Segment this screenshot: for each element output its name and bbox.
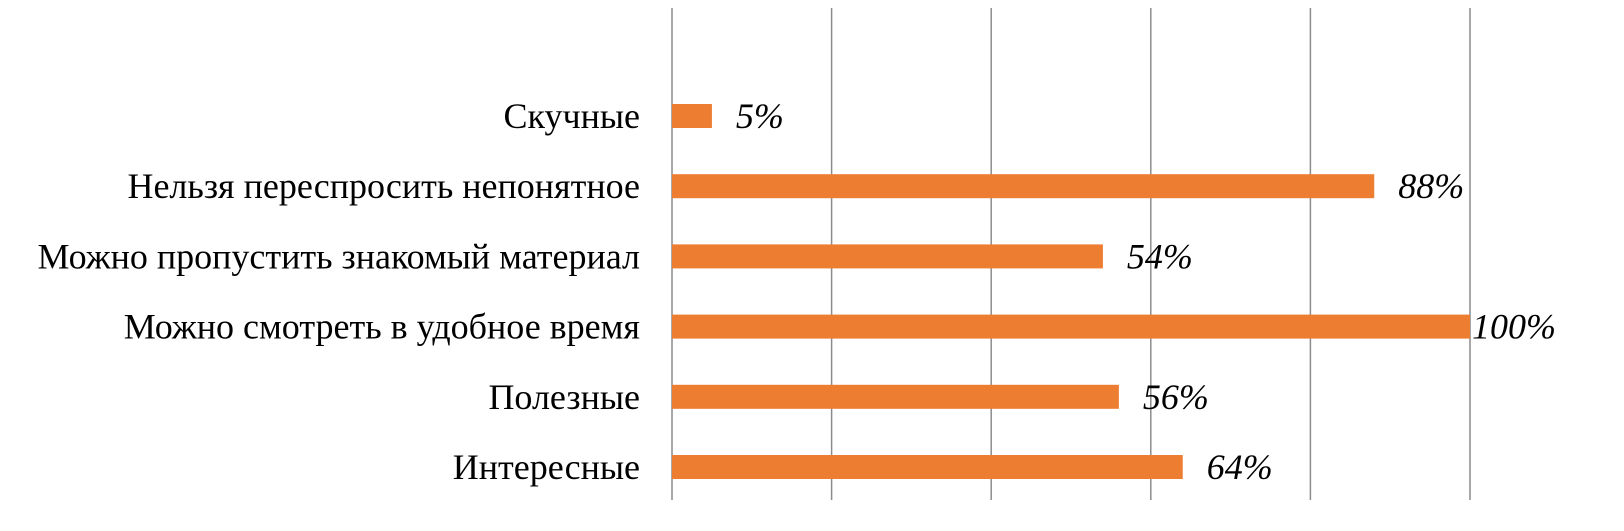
bar-5 <box>672 455 1183 479</box>
value-label-4: 56% <box>1143 377 1209 417</box>
value-label-2: 54% <box>1127 236 1193 276</box>
bars <box>672 104 1470 479</box>
bar-4 <box>672 384 1119 409</box>
value-labels: 5% 88% 54% 100% 56% 64% <box>736 96 1556 487</box>
value-label-3: 100% <box>1472 307 1556 347</box>
value-label-0: 5% <box>736 96 784 136</box>
bar-3 <box>672 314 1470 339</box>
category-label-5: Интересные <box>453 447 640 487</box>
bar-1 <box>672 174 1375 199</box>
bar-0 <box>672 104 712 128</box>
category-labels: Скучные Нельзя переспросить непонятное Мож… <box>37 96 640 487</box>
value-label-1: 88% <box>1398 166 1464 206</box>
category-label-1: Нельзя переспросить непонятное <box>127 166 640 206</box>
category-label-0: Скучные <box>503 96 640 136</box>
bar-2 <box>672 244 1103 269</box>
value-label-5: 64% <box>1207 447 1273 487</box>
category-label-4: Полезные <box>488 377 640 417</box>
category-label-3: Можно смотреть в удобное время <box>124 307 640 347</box>
category-label-2: Можно пропустить знакомый материал <box>37 236 640 276</box>
